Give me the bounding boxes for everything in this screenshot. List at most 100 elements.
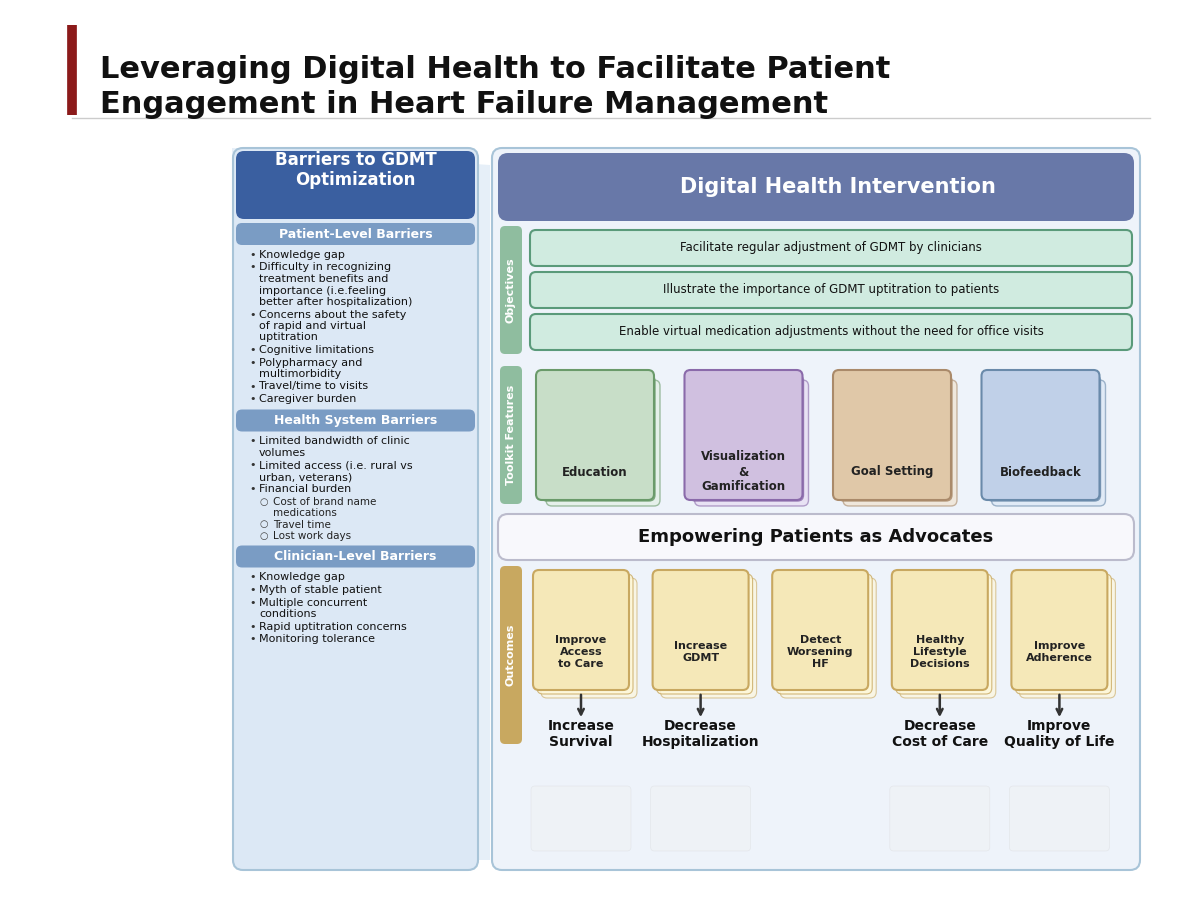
Text: Digital Health Intervention: Digital Health Intervention — [680, 177, 996, 197]
FancyBboxPatch shape — [892, 570, 988, 690]
FancyBboxPatch shape — [776, 574, 872, 694]
Text: Illustrate the importance of GDMT uptitration to patients: Illustrate the importance of GDMT uptitr… — [662, 284, 1000, 296]
Text: Improve
Adherence: Improve Adherence — [1026, 641, 1093, 662]
Text: Cognitive limitations: Cognitive limitations — [259, 345, 374, 355]
Text: ○: ○ — [259, 519, 268, 529]
Text: Travel time: Travel time — [274, 519, 331, 529]
FancyBboxPatch shape — [695, 380, 809, 506]
Text: •: • — [250, 345, 256, 355]
Text: Knowledge gap: Knowledge gap — [259, 250, 344, 260]
Text: Multiple concurrent: Multiple concurrent — [259, 598, 367, 608]
FancyBboxPatch shape — [500, 566, 522, 744]
Text: importance (i.e.feeling: importance (i.e.feeling — [259, 285, 386, 295]
Text: ○: ○ — [259, 497, 268, 507]
Text: Concerns about the safety: Concerns about the safety — [259, 310, 407, 320]
FancyBboxPatch shape — [1009, 786, 1110, 851]
FancyBboxPatch shape — [236, 545, 475, 568]
Text: Limited bandwidth of clinic: Limited bandwidth of clinic — [259, 436, 409, 446]
FancyBboxPatch shape — [236, 151, 475, 219]
Text: multimorbidity: multimorbidity — [259, 369, 341, 379]
Text: •: • — [250, 622, 256, 632]
Text: Increase
Survival: Increase Survival — [547, 719, 614, 749]
FancyBboxPatch shape — [546, 380, 660, 506]
Text: •: • — [250, 572, 256, 582]
FancyBboxPatch shape — [653, 570, 749, 690]
FancyBboxPatch shape — [1012, 570, 1108, 690]
Text: Detect
Worsening
HF: Detect Worsening HF — [787, 635, 853, 669]
FancyBboxPatch shape — [530, 786, 631, 851]
FancyBboxPatch shape — [833, 370, 952, 500]
FancyBboxPatch shape — [530, 314, 1132, 350]
Text: Financial burden: Financial burden — [259, 484, 352, 494]
FancyBboxPatch shape — [1020, 578, 1116, 698]
FancyBboxPatch shape — [498, 514, 1134, 560]
Text: Improve
Quality of Life: Improve Quality of Life — [1004, 719, 1115, 749]
Text: Visualization
&
Gamification: Visualization & Gamification — [701, 451, 786, 493]
FancyBboxPatch shape — [541, 375, 655, 501]
FancyBboxPatch shape — [530, 230, 1132, 266]
Text: •: • — [250, 263, 256, 273]
Text: Empowering Patients as Advocates: Empowering Patients as Advocates — [638, 528, 994, 546]
Text: •: • — [250, 634, 256, 644]
FancyBboxPatch shape — [656, 574, 752, 694]
Text: •: • — [250, 310, 256, 320]
Text: Polypharmacy and: Polypharmacy and — [259, 357, 362, 367]
Text: Enable virtual medication adjustments without the need for office visits: Enable virtual medication adjustments wi… — [618, 326, 1044, 338]
Text: Clinician-Level Barriers: Clinician-Level Barriers — [275, 550, 437, 563]
Text: •: • — [250, 382, 256, 392]
Text: •: • — [250, 598, 256, 608]
Text: Decrease
Cost of Care: Decrease Cost of Care — [892, 719, 988, 749]
Text: Knowledge gap: Knowledge gap — [259, 572, 344, 582]
Text: ○: ○ — [259, 531, 268, 541]
Text: Monitoring tolerance: Monitoring tolerance — [259, 634, 374, 644]
Text: •: • — [250, 461, 256, 471]
FancyBboxPatch shape — [991, 380, 1105, 506]
Text: Barriers to GDMT
Optimization: Barriers to GDMT Optimization — [275, 150, 437, 189]
FancyBboxPatch shape — [536, 370, 654, 500]
Text: •: • — [250, 436, 256, 446]
FancyBboxPatch shape — [538, 574, 634, 694]
Text: Caregiver burden: Caregiver burden — [259, 394, 356, 404]
Text: Difficulty in recognizing: Difficulty in recognizing — [259, 263, 391, 273]
Text: Patient-Level Barriers: Patient-Level Barriers — [278, 228, 432, 240]
Text: •: • — [250, 394, 256, 404]
Text: medications: medications — [274, 508, 337, 518]
Text: •: • — [250, 250, 256, 260]
FancyBboxPatch shape — [780, 578, 876, 698]
Text: •: • — [250, 585, 256, 595]
FancyBboxPatch shape — [1015, 574, 1111, 694]
FancyBboxPatch shape — [500, 226, 522, 354]
Text: Limited access (i.e. rural vs: Limited access (i.e. rural vs — [259, 461, 413, 471]
Text: Rapid uptitration concerns: Rapid uptitration concerns — [259, 622, 407, 632]
Text: Improve
Access
to Care: Improve Access to Care — [556, 635, 607, 669]
FancyBboxPatch shape — [500, 366, 522, 504]
FancyBboxPatch shape — [890, 786, 990, 851]
Text: Biofeedback: Biofeedback — [1000, 465, 1081, 479]
FancyBboxPatch shape — [650, 786, 751, 851]
Text: Increase
GDMT: Increase GDMT — [674, 641, 727, 662]
FancyBboxPatch shape — [838, 375, 952, 501]
FancyBboxPatch shape — [530, 272, 1132, 308]
FancyBboxPatch shape — [690, 375, 804, 501]
Text: volumes: volumes — [259, 448, 306, 458]
Text: Objectives: Objectives — [506, 257, 516, 323]
FancyBboxPatch shape — [684, 370, 803, 500]
Text: Education: Education — [562, 465, 628, 479]
Text: conditions: conditions — [259, 609, 317, 619]
FancyBboxPatch shape — [895, 574, 991, 694]
Text: Engagement in Heart Failure Management: Engagement in Heart Failure Management — [100, 90, 828, 119]
Text: better after hospitalization): better after hospitalization) — [259, 297, 413, 307]
Text: Travel/time to visits: Travel/time to visits — [259, 382, 368, 392]
FancyBboxPatch shape — [661, 578, 757, 698]
Text: Cost of brand name: Cost of brand name — [274, 497, 377, 507]
FancyBboxPatch shape — [236, 223, 475, 245]
Text: Facilitate regular adjustment of GDMT by clinicians: Facilitate regular adjustment of GDMT by… — [680, 241, 982, 255]
Text: Outcomes: Outcomes — [506, 624, 516, 686]
Text: Health System Barriers: Health System Barriers — [274, 414, 437, 427]
Text: Leveraging Digital Health to Facilitate Patient: Leveraging Digital Health to Facilitate … — [100, 55, 890, 84]
Text: Decrease
Hospitalization: Decrease Hospitalization — [642, 719, 760, 749]
FancyBboxPatch shape — [541, 578, 637, 698]
Text: treatment benefits and: treatment benefits and — [259, 274, 389, 284]
Text: •: • — [250, 484, 256, 494]
FancyBboxPatch shape — [236, 410, 475, 431]
